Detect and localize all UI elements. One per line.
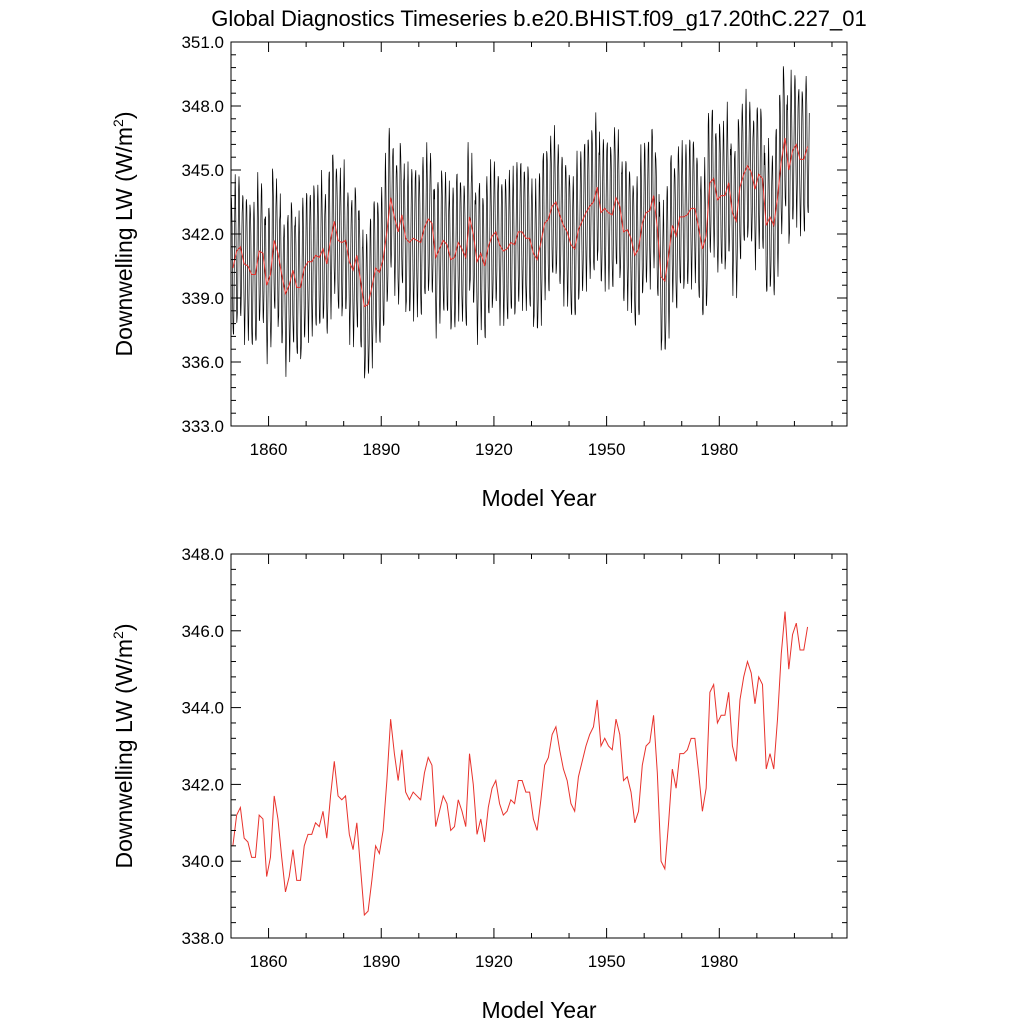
y-tick-label: 348.0 bbox=[181, 545, 224, 564]
y-tick-label: 342.0 bbox=[181, 225, 224, 244]
x-tick-label: 1950 bbox=[588, 952, 626, 971]
x-tick-label: 1890 bbox=[362, 440, 400, 459]
y-axis-title: Downwelling LW (W/m2) bbox=[110, 623, 137, 868]
plot-frame bbox=[230, 553, 848, 939]
x-tick-label: 1980 bbox=[700, 952, 738, 971]
series-line-annual-mean bbox=[232, 611, 809, 917]
y-tick-label: 348.0 bbox=[181, 97, 224, 116]
y-tick-label: 342.0 bbox=[181, 775, 224, 794]
x-tick-label: 1860 bbox=[250, 952, 288, 971]
bottom-chart: 1860 1890 1920 1950 1980 338.0 340.0 342.0 344.0… bbox=[110, 545, 848, 1023]
x-tick-label: 1980 bbox=[700, 440, 738, 459]
y-tick-label: 351.0 bbox=[181, 33, 224, 52]
x-axis-title: Model Year bbox=[481, 997, 596, 1023]
plot-area bbox=[231, 66, 810, 379]
y-tick-label: 344.0 bbox=[181, 699, 224, 718]
x-tick-label: 1890 bbox=[362, 952, 400, 971]
y-tick-label: 336.0 bbox=[181, 353, 224, 372]
y-tick-label: 333.0 bbox=[181, 417, 224, 436]
top-chart: 1860 1890 1920 1950 1980 333.0 336.0 339.0 342.0… bbox=[110, 33, 848, 511]
y-tick-label: 345.0 bbox=[181, 161, 224, 180]
y-tick-label: 339.0 bbox=[181, 289, 224, 308]
y-tick-label: 338.0 bbox=[181, 929, 224, 948]
x-tick-label: 1950 bbox=[588, 440, 626, 459]
x-tick-label: 1920 bbox=[475, 440, 513, 459]
x-tick-label: 1860 bbox=[250, 440, 288, 459]
y-axis-title: Downwelling LW (W/m2) bbox=[110, 111, 137, 356]
series-line-monthly bbox=[231, 66, 810, 379]
plot-area bbox=[232, 611, 809, 917]
series-line-annual-mean bbox=[232, 137, 809, 308]
x-axis-title: Model Year bbox=[481, 485, 596, 511]
chart-title: Global Diagnostics Timeseries b.e20.BHIS… bbox=[211, 6, 867, 31]
y-tick-label: 346.0 bbox=[181, 622, 224, 641]
y-tick-label: 340.0 bbox=[181, 852, 224, 871]
x-tick-label: 1920 bbox=[475, 952, 513, 971]
